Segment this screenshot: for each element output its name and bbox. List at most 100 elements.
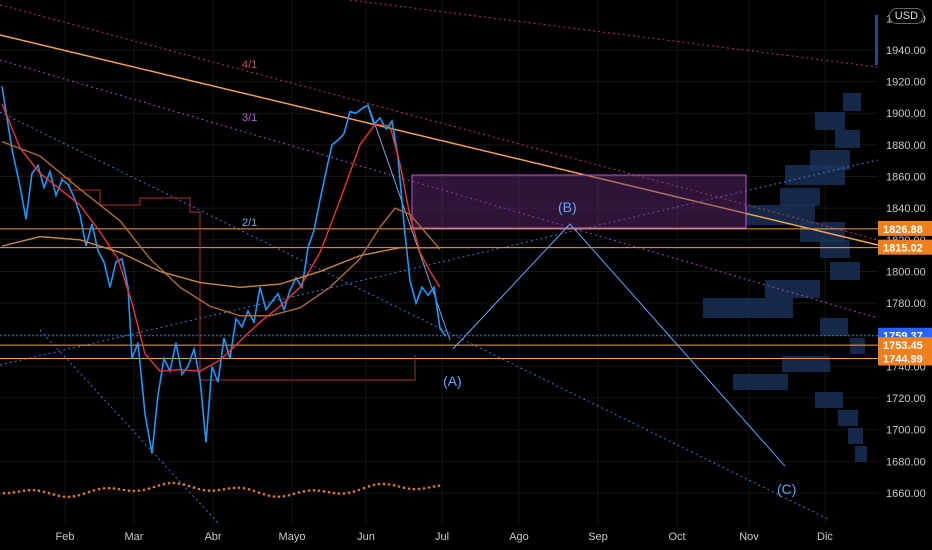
osc-dot (357, 488, 361, 492)
x-tick-label: Mar (125, 531, 144, 543)
trend-line-orange (0, 34, 879, 246)
osc-dot (67, 495, 71, 499)
osc-dot (327, 490, 331, 494)
osc-dot (7, 491, 11, 495)
target-zone (411, 174, 747, 229)
osc-dot (427, 486, 431, 489)
price-label-bg (878, 239, 932, 255)
osc-dot (72, 495, 76, 498)
osc-dot (227, 487, 231, 490)
osc-dot (362, 486, 366, 490)
wave-label: (C) (777, 481, 796, 497)
y-tick-label: 1860.00 (886, 172, 926, 184)
profile-bar (838, 410, 858, 426)
osc-dot (352, 490, 356, 493)
profile-bar (703, 298, 793, 318)
y-tick-label: 1700.00 (886, 425, 926, 437)
profile-bar (855, 446, 867, 462)
y-tick-label: 1880.00 (886, 140, 926, 152)
osc-dot (2, 491, 6, 495)
osc-dot (237, 486, 241, 490)
osc-dot (27, 488, 31, 492)
osc-dot (32, 488, 36, 492)
osc-dot (17, 490, 21, 493)
wave-labels: 4/1 3/1 2/1 (A) (B) (C) (242, 59, 796, 497)
osc-dot (177, 482, 181, 485)
fan-line-4 (0, 4, 879, 241)
price-label: 1753.45 (883, 340, 923, 352)
osc-dot (322, 490, 326, 493)
osc-dot (207, 489, 211, 492)
price-label-bg (878, 220, 932, 236)
osc-dot (432, 485, 436, 488)
osc-dot (312, 489, 316, 492)
osc-dot (262, 492, 266, 496)
x-tick-label: Nov (739, 531, 759, 543)
fan-line-2 (0, 111, 831, 521)
osc-dot (367, 485, 371, 488)
osc-dot (167, 481, 171, 485)
osc-dot (132, 489, 136, 493)
osc-dot (22, 489, 26, 492)
x-tick-label: Dic (817, 531, 833, 543)
osc-dot (282, 494, 286, 498)
osc-dot (277, 495, 281, 499)
x-tick-label: Ago (509, 531, 529, 543)
x-tick-label: Feb (56, 531, 75, 543)
target-zone-rect (411, 174, 747, 229)
osc-dot (422, 487, 426, 490)
osc-dot (52, 493, 56, 496)
osc-dot (37, 489, 41, 493)
grid (0, 0, 878, 525)
osc-dot (157, 484, 161, 487)
fan-label: 2/1 (242, 217, 257, 229)
fan-line-0 (39, 329, 221, 526)
profile-bar (850, 338, 865, 354)
osc-dot (197, 487, 201, 491)
osc-dot (372, 483, 376, 487)
y-axis: 1660.001680.001700.001720.001740.001760.… (886, 13, 926, 500)
osc-dot (302, 490, 306, 493)
y-tick-label: 1840.00 (886, 203, 926, 215)
osc-dot (57, 494, 61, 498)
x-tick-label: Jul (435, 531, 449, 543)
currency-badge[interactable]: USD (888, 8, 924, 24)
osc-dot (297, 491, 301, 494)
osc-dot (347, 491, 351, 495)
osc-dot (127, 489, 131, 492)
osc-dot (202, 488, 206, 492)
profile-bar (820, 318, 848, 336)
osc-dot (112, 487, 116, 490)
y-tick-label: 1780.00 (886, 298, 926, 310)
y-tick-label: 1660.00 (886, 488, 926, 500)
profile-bar (830, 262, 860, 280)
series-line (1, 141, 441, 317)
osc-dot (97, 487, 101, 491)
osc-dot (147, 487, 151, 490)
x-tick-label: Oct (668, 531, 685, 543)
osc-dot (47, 491, 51, 495)
osc-dot (192, 486, 196, 489)
trend-lines (0, 0, 879, 526)
profile-bar (820, 240, 850, 258)
profile-bar (875, 15, 878, 65)
osc-dot (242, 486, 246, 490)
price-label: 1744.99 (883, 354, 923, 366)
osc-dot (392, 484, 396, 487)
y-tick-label: 1940.00 (886, 45, 926, 57)
osc-dot (152, 485, 156, 489)
osc-dot (87, 490, 91, 494)
osc-dot (407, 487, 411, 490)
osc-dot (287, 493, 291, 497)
osc-dot (102, 487, 106, 490)
osc-dot (332, 491, 336, 495)
osc-dot (267, 494, 271, 497)
osc-dot (182, 483, 186, 486)
profile-bar (780, 188, 820, 206)
osc-dot (172, 481, 176, 485)
osc-dot (12, 491, 16, 494)
profile-bar (765, 280, 820, 298)
osc-dot (247, 488, 251, 491)
